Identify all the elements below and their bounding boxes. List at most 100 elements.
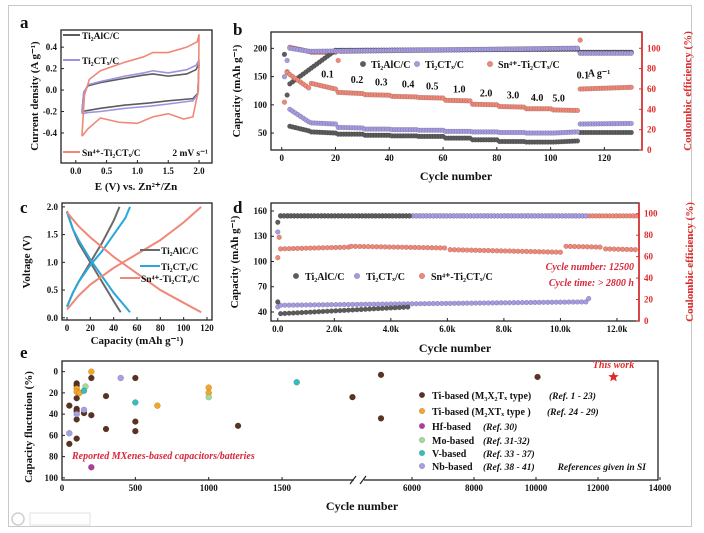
- literature-point: [102, 425, 110, 433]
- literature-point: [66, 440, 73, 448]
- y-tick-label: -0.2: [43, 107, 58, 117]
- legend-label: Ti₂AlC/C: [371, 60, 411, 71]
- cycle-time-annotation: Cycle time: > 2800 h: [549, 278, 635, 289]
- y-tick-label: 100: [45, 473, 59, 483]
- legend-label: Ti₂CTₓ/C: [82, 57, 119, 67]
- legend-marker: [413, 60, 421, 68]
- literature-point: [377, 371, 385, 379]
- y-right-tick-label: 80: [644, 230, 654, 240]
- y-right-tick-label: 60: [644, 252, 654, 262]
- y-axis-title: Capacity (mAh g⁻¹): [229, 215, 241, 308]
- x-axis-title: Cycle number: [420, 169, 493, 183]
- y-tick-label: 40: [49, 409, 59, 419]
- reported-mxenes-annotation: Reported MXenes-based capacitors/batteri…: [71, 451, 255, 462]
- panel-label: c: [20, 198, 28, 217]
- this-work-label: This work: [593, 360, 634, 371]
- x-tick-label: 6.0k: [439, 324, 455, 334]
- ce-point: [583, 213, 589, 219]
- legend-label: Ti₂CTₓ/C: [366, 272, 405, 283]
- rate-label: 0.1: [577, 70, 590, 81]
- capacity-point: [305, 85, 312, 91]
- legend-marker: [418, 422, 426, 430]
- plot-frame-c: [61, 202, 213, 321]
- charge-curve-1: [66, 206, 131, 308]
- legend-label: Hf-based: [432, 422, 471, 433]
- axis-break-mark: [359, 475, 367, 485]
- legend-ref: (Ref. 33 - 37): [483, 449, 535, 460]
- legend-ref: (Ref. 38 - 41): [483, 462, 535, 473]
- ce-point: [275, 219, 281, 225]
- x-tick-label: 1.5: [163, 166, 175, 176]
- x-tick-label: 100: [177, 323, 191, 333]
- literature-point: [88, 368, 95, 375]
- literature-point: [66, 430, 73, 437]
- capacity-point: [467, 98, 473, 104]
- x-tick-label: 20: [331, 153, 341, 163]
- cv-curve-2: [81, 34, 200, 137]
- capacity-point: [574, 129, 581, 135]
- legend-label: Sn⁴⁺-Ti₂CTₓ/C: [498, 60, 560, 71]
- legend-label: Ti₂AlC/C: [82, 32, 120, 42]
- rate-label: 4.0: [531, 93, 544, 104]
- y-tick-label: 20: [49, 388, 59, 398]
- discharge-curve-2: [66, 211, 202, 314]
- literature-point: [132, 399, 139, 406]
- panel-label: e: [20, 343, 28, 362]
- x-axis-title: Cycle number: [326, 499, 399, 513]
- legend-label: Sn⁴⁺-Ti₂CTₓ/C: [431, 272, 493, 283]
- literature-point: [205, 393, 212, 401]
- legend-marker: [418, 449, 426, 457]
- y-tick-label: 0.0: [47, 313, 59, 323]
- y-right-tick-label: 0: [644, 316, 649, 326]
- literature-point: [154, 402, 161, 409]
- legend-label: Sn⁴⁺-Ti₂CTₓ/C: [82, 149, 141, 159]
- x-tick-label: 120: [200, 323, 214, 333]
- y-tick-label: 80: [49, 452, 59, 462]
- legend-label: Mo-based: [432, 436, 475, 447]
- x-tick-label: 12000: [587, 483, 610, 493]
- y-right-axis-title: Coulombic efficiency (%): [682, 31, 694, 151]
- legend-marker: [359, 60, 367, 68]
- capacity-point: [275, 299, 281, 305]
- y-right-tick-label: 100: [644, 209, 658, 219]
- x-tick-label: 120: [598, 153, 612, 163]
- x-tick-label: 1000: [200, 483, 219, 493]
- y-axis-title: Capacity fluctution (%): [23, 371, 35, 483]
- x-tick-label: 40: [385, 153, 395, 163]
- x-tick-label: 0.5: [101, 166, 113, 176]
- literature-point: [534, 373, 541, 381]
- capacity-point: [332, 86, 339, 92]
- x-tick-label: 40: [109, 323, 119, 333]
- y-tick-label: 60: [49, 430, 59, 440]
- capacity-point: [628, 120, 634, 127]
- ce-point: [275, 255, 281, 261]
- rate-label: 0.5: [426, 82, 439, 93]
- scan-rate-label: 2 mV s⁻¹: [172, 149, 208, 159]
- x-tick-label: 4.0k: [383, 324, 399, 334]
- y-axis-title: Current density (A g⁻¹): [29, 41, 41, 151]
- literature-point: [88, 411, 95, 419]
- ce-point: [577, 37, 583, 43]
- rate-label: A g⁻¹: [588, 69, 610, 80]
- literature-point: [117, 374, 124, 382]
- legend-marker: [418, 391, 426, 399]
- x-tick-label: 14000: [649, 483, 672, 493]
- y-axis-title: Voltage (V): [21, 235, 33, 288]
- x-tick-label: 60: [133, 323, 143, 333]
- axis-break-mark: [349, 475, 357, 485]
- cv-curve-1: [81, 59, 200, 115]
- y-tick-label: 100: [254, 100, 268, 110]
- x-tick-label: 0.0: [272, 324, 284, 334]
- rate-label: 5.0: [552, 93, 565, 104]
- literature-point: [132, 418, 139, 425]
- literature-point: [88, 374, 95, 382]
- x-tick-label: 2.0: [193, 166, 205, 176]
- panel-label: a: [20, 13, 29, 32]
- discharge-curve-1: [66, 212, 131, 313]
- x-tick-label: 0.0: [70, 166, 82, 176]
- ce-point: [281, 74, 288, 80]
- ce-point: [281, 99, 288, 105]
- x-tick-label: 2.0k: [326, 324, 342, 334]
- y-right-tick-label: 20: [647, 125, 657, 135]
